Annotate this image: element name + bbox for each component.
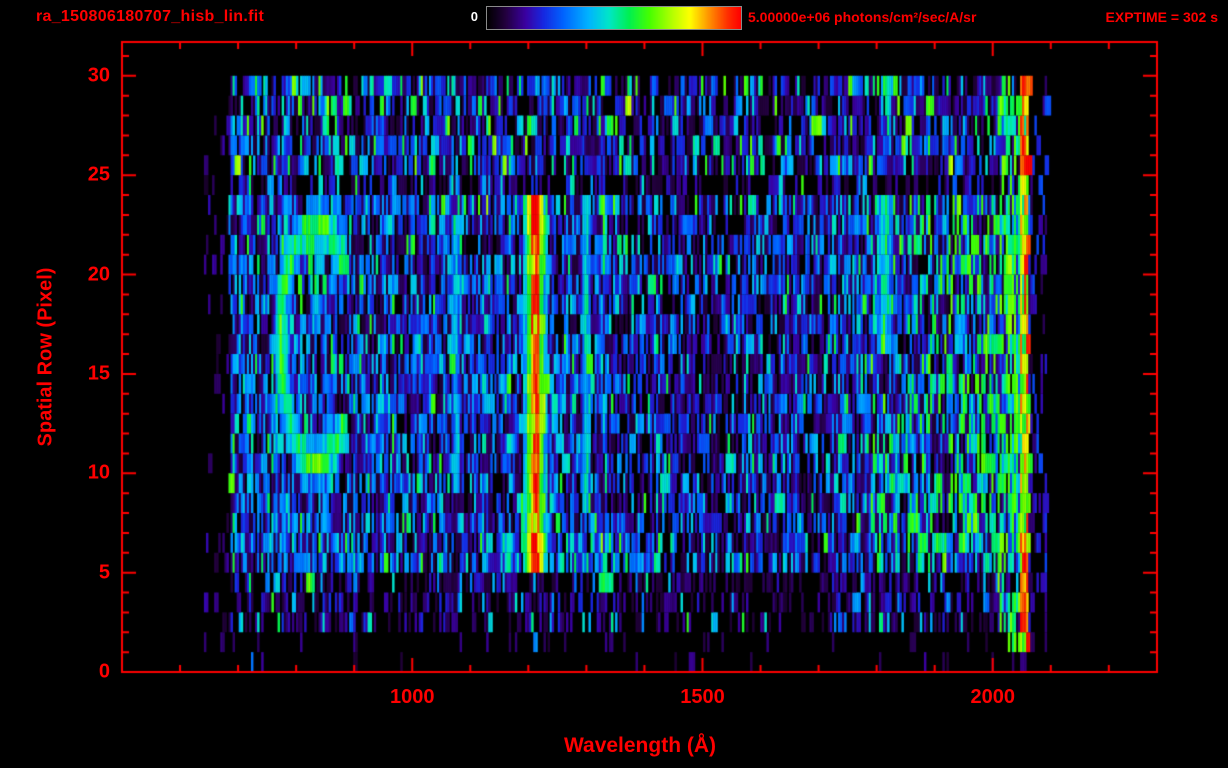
colorbar-min-label: 0 [470, 9, 478, 24]
y-tick-label: 0 [98, 660, 110, 683]
colorbar-max-label: 5.00000e+06 photons/cm²/sec/A/sr [748, 9, 977, 25]
file-title: ra_150806180707_hisb_lin.fit [36, 8, 265, 25]
y-axis-title: Spatial Row (Pixel) [34, 267, 57, 447]
y-tick-label: 25 [87, 163, 110, 186]
x-tick-label: 2000 [970, 686, 1015, 708]
y-tick-label: 30 [87, 64, 110, 87]
y-tick-label: 20 [87, 263, 110, 286]
x-tick-label: 1500 [680, 686, 725, 708]
x-axis-title: Wavelength (Å) [563, 734, 717, 757]
y-tick-label: 10 [87, 461, 110, 484]
colorbar-gradient [486, 6, 742, 30]
exptime-label: EXPTIME = 302 s [1105, 9, 1218, 25]
y-tick-label: 15 [87, 362, 110, 385]
x-tick-label: 1000 [389, 686, 435, 708]
y-tick-label: 5 [98, 561, 110, 584]
